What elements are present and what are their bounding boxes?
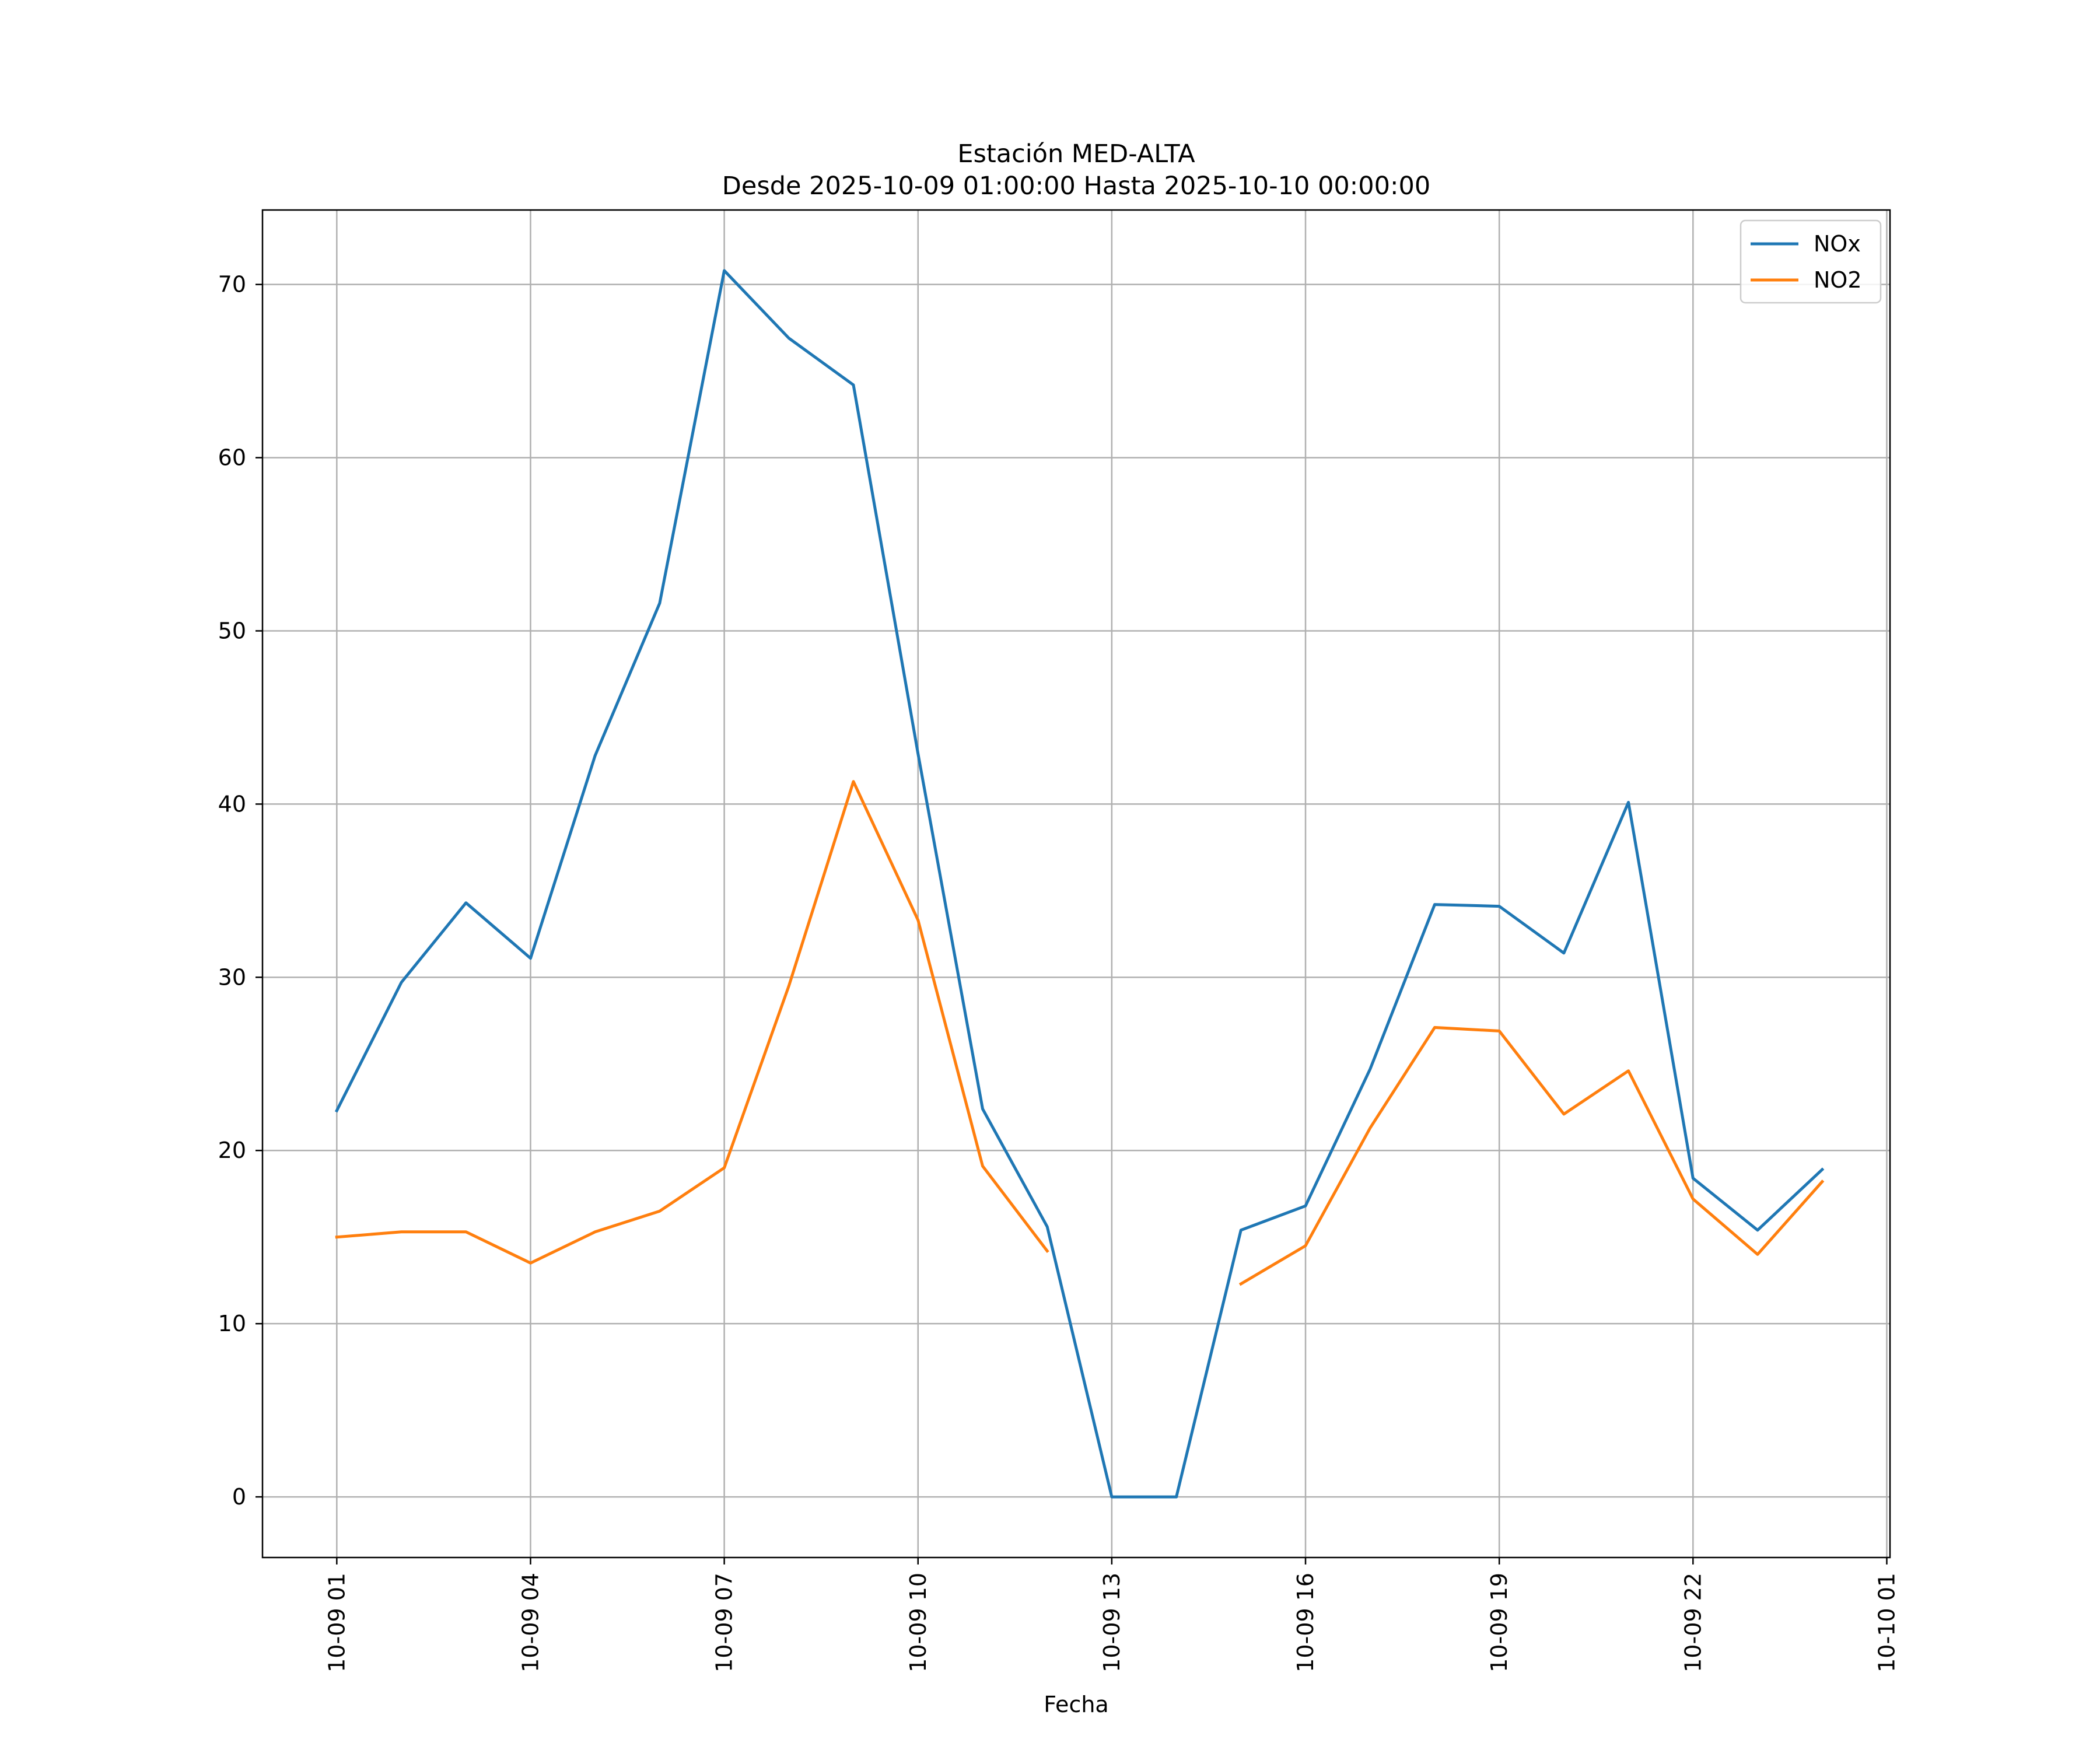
line-nox — [334, 269, 1825, 1499]
legend-label-no2: NO2 — [1814, 267, 1862, 293]
y-tick-label: 10 — [218, 1311, 246, 1336]
x-tick-label: 10-09 22 — [1680, 1573, 1706, 1672]
line-no2 — [335, 780, 1049, 1265]
x-tick-label: 10-09 19 — [1486, 1573, 1512, 1672]
x-tick-label: 10-09 01 — [324, 1573, 349, 1672]
y-tick-label: 40 — [218, 791, 246, 817]
x-tick-label: 10-09 16 — [1293, 1573, 1318, 1672]
y-tick-label: 20 — [218, 1138, 246, 1163]
line-no2 — [1238, 1026, 1825, 1286]
grid-lines — [262, 210, 1890, 1558]
legend-label-nox: NOx — [1814, 231, 1861, 257]
x-tick-label: 10-09 10 — [905, 1573, 931, 1672]
axis-ticks: 0 10 20 30 40 50 60 70 10-09 01 10-09 04 10-09 07 1… — [218, 272, 1900, 1672]
y-tick-label: 0 — [232, 1484, 246, 1510]
chart-title: Estación MED-ALTA — [957, 139, 1195, 169]
x-tick-label: 10-09 07 — [712, 1573, 737, 1672]
series-lines — [334, 269, 1825, 1499]
x-tick-label: 10-09 13 — [1099, 1573, 1125, 1672]
legend-box — [1740, 219, 1882, 304]
series-no2 — [335, 780, 1825, 1286]
y-tick-label: 50 — [218, 618, 246, 644]
plot-frame — [261, 209, 1891, 1559]
legend[interactable]: NOx NO2 — [1740, 219, 1882, 304]
x-axis-label: Fecha — [1044, 1692, 1108, 1717]
y-tick-label: 30 — [218, 964, 246, 990]
chart-subtitle: Desde 2025-10-09 01:00:00 Hasta 2025-10-… — [722, 172, 1430, 201]
x-tick-label: 10-10 01 — [1874, 1573, 1899, 1672]
x-tick-label: 10-09 04 — [517, 1573, 543, 1672]
series-nox — [334, 269, 1825, 1499]
y-tick-label: 70 — [218, 272, 246, 298]
y-tick-label: 60 — [218, 445, 246, 471]
